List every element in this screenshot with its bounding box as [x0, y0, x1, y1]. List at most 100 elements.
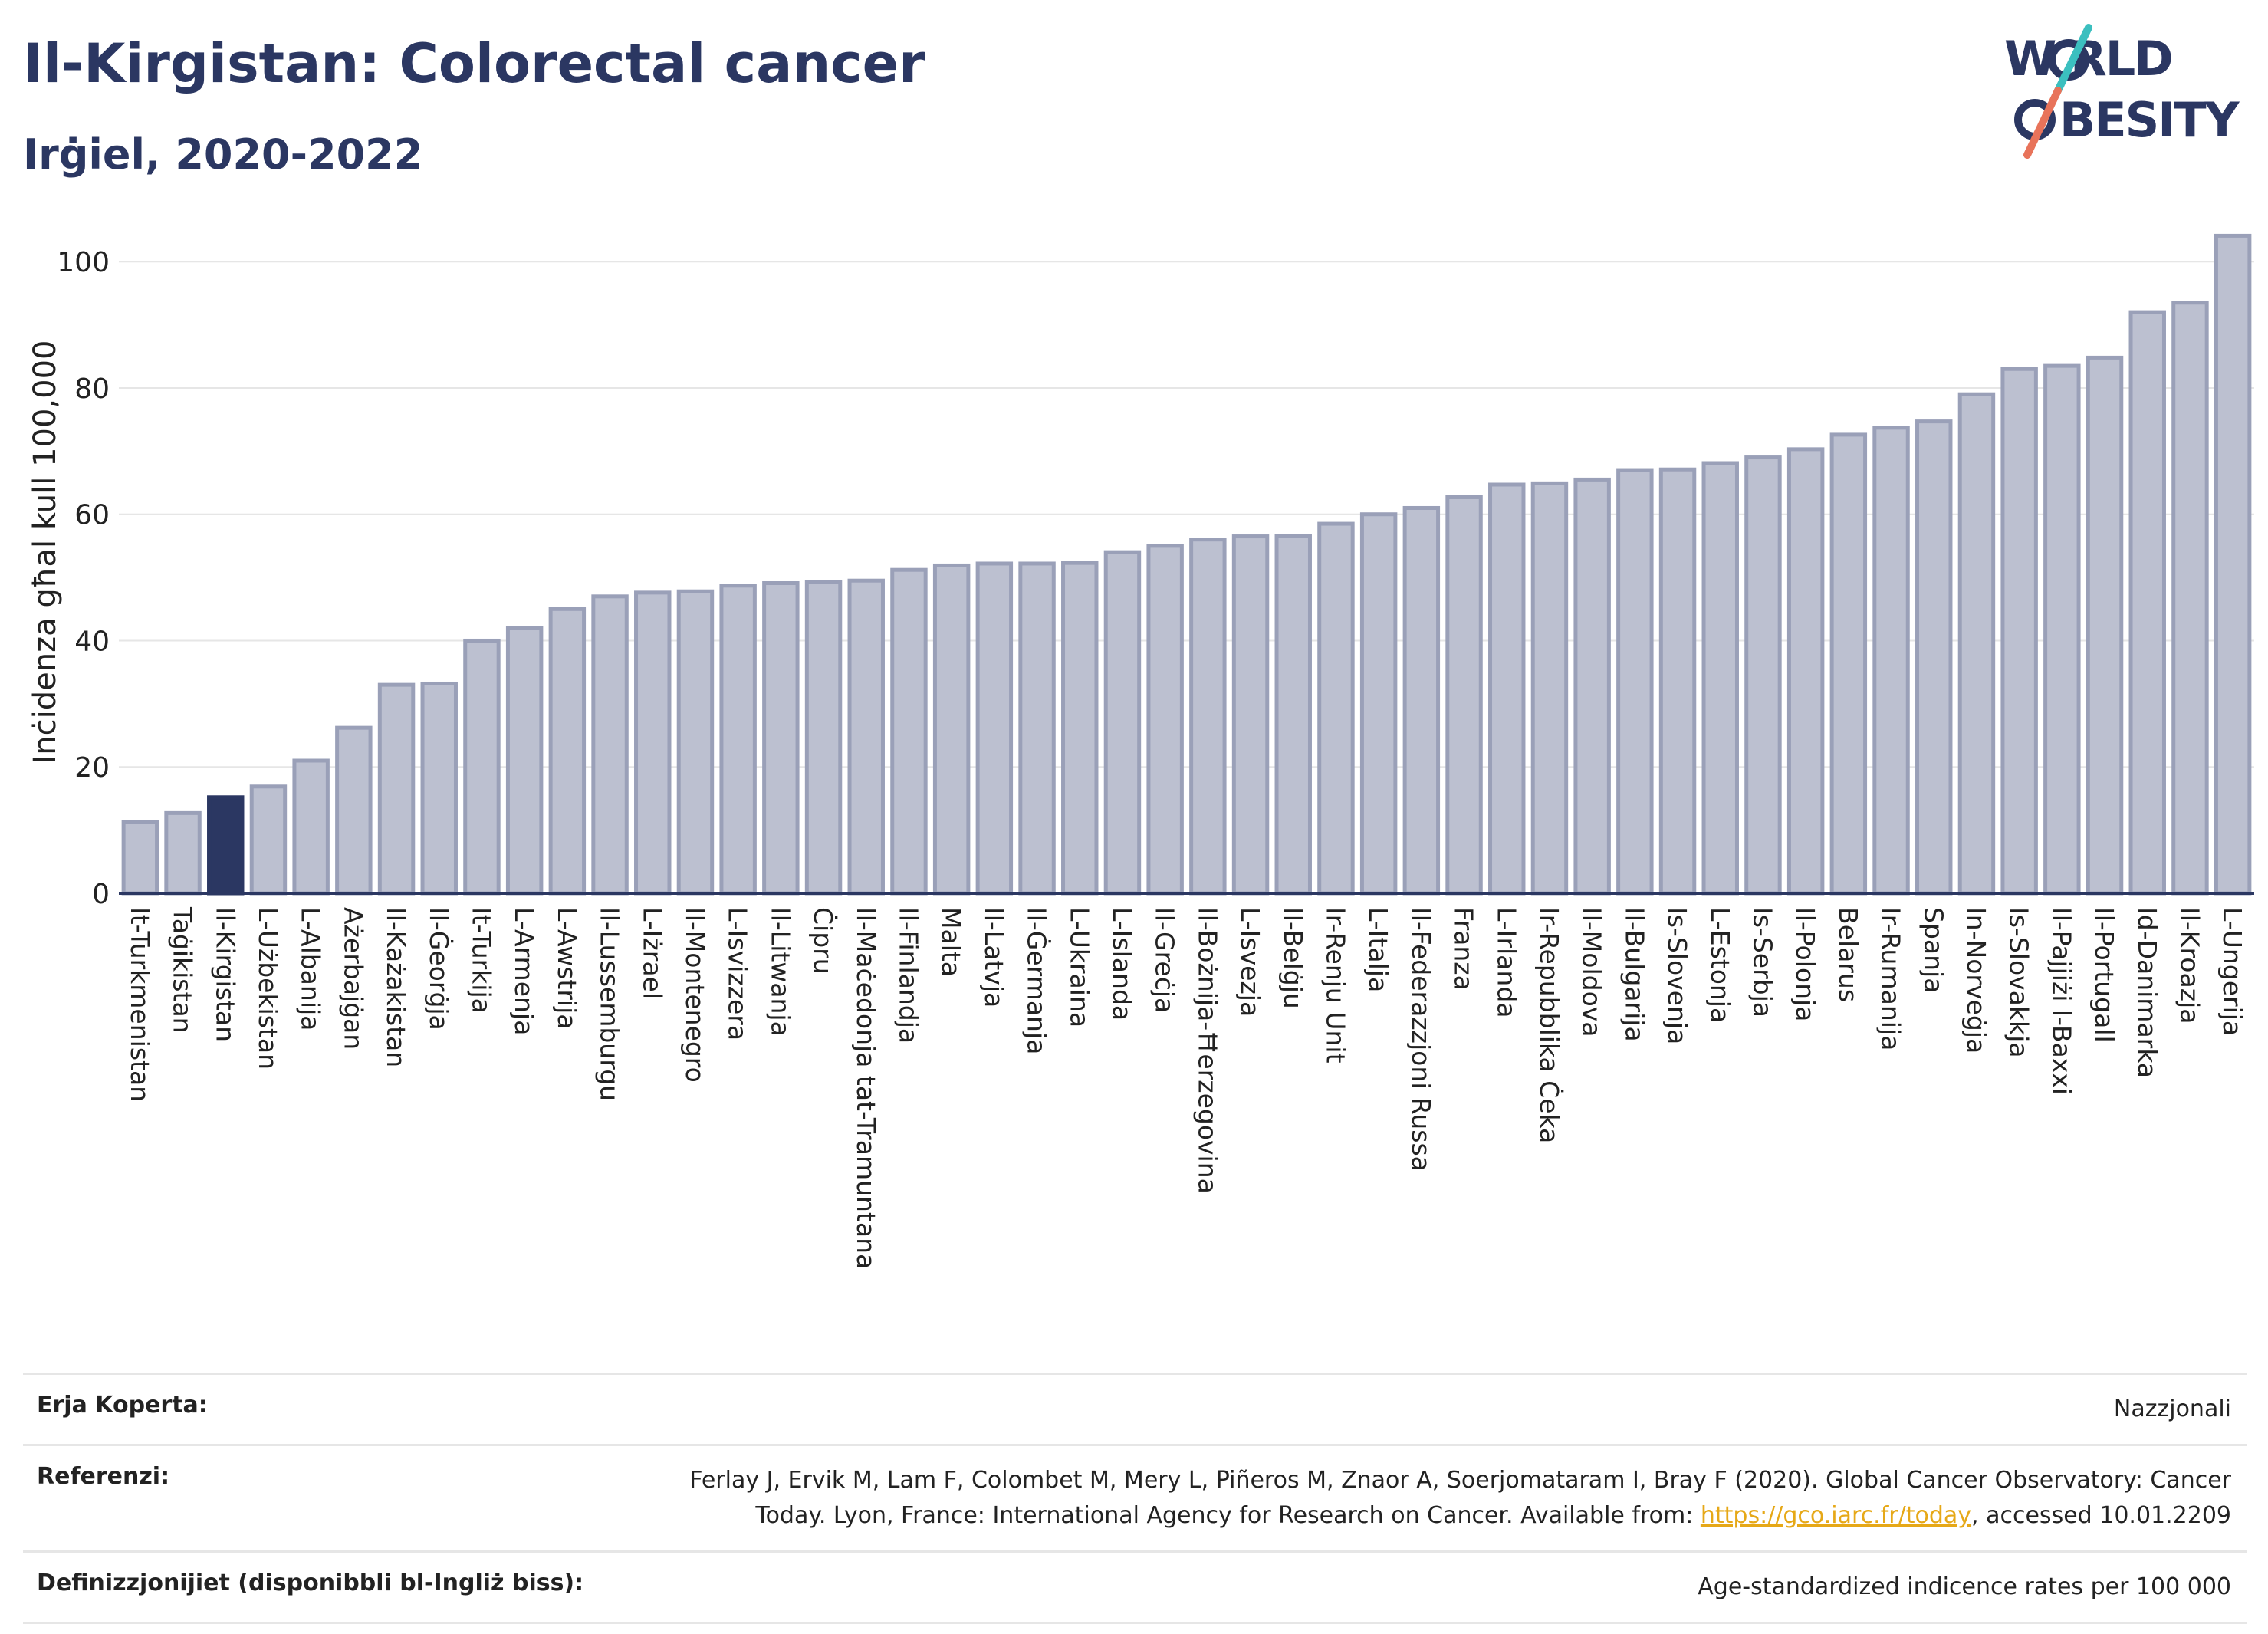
- bar[interactable]: [591, 594, 629, 896]
- chart-title: Il-Kirgistan: Colorectal cancer: [23, 32, 925, 95]
- x-tick-label: Il-Belġju: [1278, 907, 1308, 1009]
- references-text-1: Ferlay J, Ervik M, Lam F, Colombet M, Me…: [689, 1467, 2231, 1494]
- x-tick-label: Il-Pajjiżi l-Baxxi: [2046, 907, 2076, 1095]
- bar[interactable]: [249, 784, 288, 896]
- x-tick-label: Il-Finlandja: [893, 907, 923, 1044]
- bar[interactable]: [1018, 561, 1056, 896]
- bar-chart: 0 20 40 60 80 100 It-Turkmenistan Taġikistan Il…: [28, 233, 2254, 1269]
- x-tick-label: L-Islanda: [1107, 907, 1137, 1021]
- references-link[interactable]: https://gco.iarc.fr/today: [1700, 1502, 1972, 1529]
- bar[interactable]: [1616, 468, 1654, 896]
- x-tick-label: L-Ukraina: [1064, 907, 1094, 1027]
- x-tick-label: Il-Każakistan: [381, 907, 411, 1067]
- bar[interactable]: [292, 758, 330, 896]
- bar[interactable]: [1573, 477, 1611, 896]
- x-tick-label: Id-Danimarka: [2132, 907, 2162, 1078]
- x-tick-label: L-Estonja: [1705, 907, 1735, 1023]
- y-tick-label: 0: [92, 879, 110, 910]
- bar[interactable]: [207, 795, 245, 896]
- bar[interactable]: [2086, 355, 2124, 896]
- bar[interactable]: [548, 607, 587, 896]
- bar[interactable]: [463, 638, 501, 896]
- bar[interactable]: [2214, 233, 2252, 896]
- x-tick-label: Spanja: [1918, 907, 1948, 993]
- x-tick-label: L-Italja: [1363, 907, 1393, 992]
- bar[interactable]: [2128, 310, 2166, 896]
- x-tick-label: Il-Greċja: [1150, 907, 1180, 1013]
- bar[interactable]: [719, 584, 757, 896]
- bar[interactable]: [377, 682, 416, 896]
- bars: [119, 233, 2254, 896]
- x-tick-label: Malta: [936, 907, 966, 977]
- chart-subtitle: Irġiel, 2020-2022: [23, 130, 423, 179]
- bar[interactable]: [505, 626, 544, 896]
- bar[interactable]: [975, 561, 1014, 896]
- x-tick-label: Il-Kroazja: [2174, 907, 2204, 1024]
- bar[interactable]: [1103, 550, 1142, 896]
- bar[interactable]: [847, 578, 885, 896]
- info-table: Erja Koperta: Nazzjonali Referenzi: Ferl…: [23, 1373, 2247, 1624]
- bar[interactable]: [121, 820, 159, 896]
- bar[interactable]: [1317, 521, 1355, 896]
- y-tick-label: 100: [57, 247, 110, 278]
- coverage-row: Erja Koperta: Nazzjonali: [23, 1373, 2247, 1444]
- x-tick-label: Ċipru: [808, 907, 839, 975]
- definitions-value: Age-standardized indicence rates per 100…: [1698, 1573, 2231, 1600]
- bar[interactable]: [1829, 432, 1868, 896]
- bar[interactable]: [2043, 363, 2081, 896]
- x-tick-label: Taġikistan: [168, 906, 198, 1034]
- bar[interactable]: [2000, 367, 2038, 896]
- bar[interactable]: [1402, 505, 1441, 896]
- bar[interactable]: [1146, 544, 1184, 896]
- x-tick-label: Il-Moldova: [1577, 907, 1607, 1037]
- references-row: Referenzi: Ferlay J, Ervik M, Lam F, Col…: [23, 1444, 2247, 1550]
- x-tick-label: Il-Kirgistan: [210, 907, 240, 1042]
- bar[interactable]: [1274, 534, 1312, 896]
- bar[interactable]: [1231, 534, 1270, 896]
- bar[interactable]: [420, 681, 458, 896]
- bar[interactable]: [1915, 419, 1953, 896]
- bar[interactable]: [1530, 481, 1569, 896]
- bar[interactable]: [1658, 467, 1697, 896]
- coverage-label: Erja Koperta:: [37, 1392, 208, 1419]
- x-tick-label: Ir-Repubblika Ċeka: [1534, 907, 1565, 1143]
- bar[interactable]: [634, 590, 672, 896]
- bar[interactable]: [1744, 455, 1782, 896]
- definitions-row: Definizzjonijiet (disponibbli bl-Ingliż …: [23, 1550, 2247, 1624]
- references-value: Ferlay J, Ervik M, Lam F, Colombet M, Me…: [38, 1463, 2231, 1534]
- x-tick-label: Ir-Rumanija: [1876, 907, 1906, 1050]
- x-tick-label: Il-Lussemburgu: [595, 907, 625, 1101]
- bar[interactable]: [164, 810, 202, 896]
- bar[interactable]: [1061, 561, 1099, 896]
- x-axis-labels: It-Turkmenistan Taġikistan Il-Kirgistan L-U…: [125, 906, 2247, 1269]
- x-tick-label: Il-Ġermanja: [1022, 907, 1053, 1054]
- bar[interactable]: [335, 725, 373, 896]
- x-tick-label: L-Awstrija: [552, 907, 582, 1029]
- bar[interactable]: [1359, 512, 1398, 896]
- bar[interactable]: [2171, 301, 2209, 896]
- bar[interactable]: [804, 580, 843, 896]
- x-tick-label: L-Armenja: [509, 907, 539, 1035]
- x-tick-label: Il-Polonja: [1790, 907, 1820, 1021]
- y-tick-label: 20: [74, 752, 110, 784]
- x-tick-label: Il-Portugall: [2089, 907, 2119, 1043]
- bar[interactable]: [932, 563, 971, 896]
- bar[interactable]: [1488, 482, 1526, 896]
- coverage-value: Nazzjonali: [2113, 1396, 2231, 1422]
- bar[interactable]: [676, 589, 715, 896]
- bar[interactable]: [1786, 447, 1825, 896]
- x-tick-label: L-Irlanda: [1491, 907, 1521, 1018]
- bar[interactable]: [762, 581, 800, 896]
- bar[interactable]: [1701, 461, 1739, 896]
- x-tick-label: Ażerbajġan: [338, 907, 368, 1050]
- y-axis-title: Inċidenza għal kull 100,000: [28, 340, 63, 764]
- x-tick-label: Il-Ġeorġja: [424, 907, 455, 1031]
- definitions-label: Definizzjonijiet (disponibbli bl-Ingliż …: [37, 1570, 584, 1596]
- bar[interactable]: [1957, 392, 1996, 896]
- bar[interactable]: [1445, 495, 1483, 896]
- bar[interactable]: [1189, 538, 1227, 896]
- world-obesity-logo: W RLD BESITY: [2004, 24, 2242, 159]
- x-tick-label: Il-Maċedonja tat-Tramuntana: [851, 907, 881, 1269]
- bar[interactable]: [1872, 426, 1910, 896]
- bar[interactable]: [890, 567, 928, 896]
